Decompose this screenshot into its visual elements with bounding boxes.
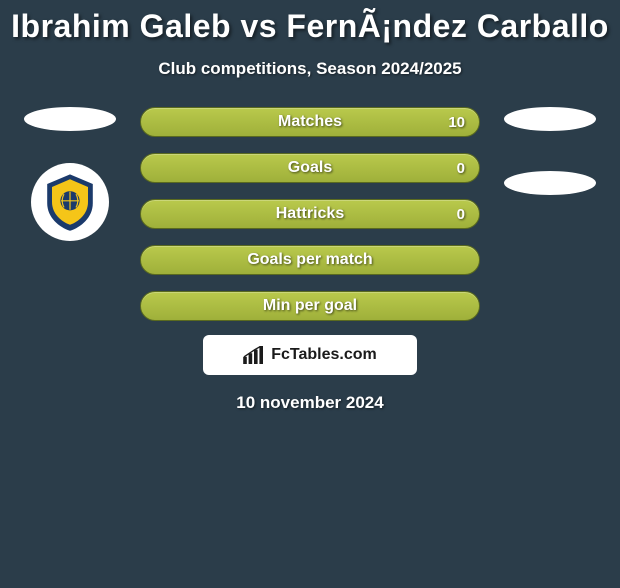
stats-bars: Matches 10 Goals 0 Hattricks 0 Goals per… xyxy=(140,107,480,321)
bar-chart-icon xyxy=(243,346,265,364)
stat-bar-matches: Matches 10 xyxy=(140,107,480,137)
site-badge: FcTables.com xyxy=(203,335,417,375)
stat-bar-hattricks: Hattricks 0 xyxy=(140,199,480,229)
site-label: FcTables.com xyxy=(271,346,377,364)
stat-label: Matches xyxy=(278,113,342,131)
stat-value: 0 xyxy=(457,160,465,177)
stat-label: Hattricks xyxy=(276,205,344,223)
footer: FcTables.com 10 november 2024 xyxy=(0,335,620,413)
stat-label: Min per goal xyxy=(263,297,357,315)
stat-bar-goals: Goals 0 xyxy=(140,153,480,183)
left-club-badge xyxy=(31,163,109,241)
stat-value: 10 xyxy=(448,114,465,131)
right-player-column xyxy=(500,107,600,195)
left-player-column xyxy=(20,107,120,241)
page-title: Ibrahim Galeb vs FernÃ¡ndez Carballo xyxy=(0,8,620,45)
comparison-area: Matches 10 Goals 0 Hattricks 0 Goals per… xyxy=(0,107,620,321)
footer-date: 10 november 2024 xyxy=(236,393,383,413)
al-nassr-crest-icon xyxy=(40,172,100,232)
stat-bar-min-per-goal: Min per goal xyxy=(140,291,480,321)
left-flag-placeholder xyxy=(24,107,116,131)
page-subtitle: Club competitions, Season 2024/2025 xyxy=(0,59,620,79)
stat-label: Goals xyxy=(288,159,332,177)
right-flag-placeholder xyxy=(504,107,596,131)
stat-value: 0 xyxy=(457,206,465,223)
stat-bar-goals-per-match: Goals per match xyxy=(140,245,480,275)
stat-label: Goals per match xyxy=(247,251,372,269)
right-club-placeholder xyxy=(504,171,596,195)
